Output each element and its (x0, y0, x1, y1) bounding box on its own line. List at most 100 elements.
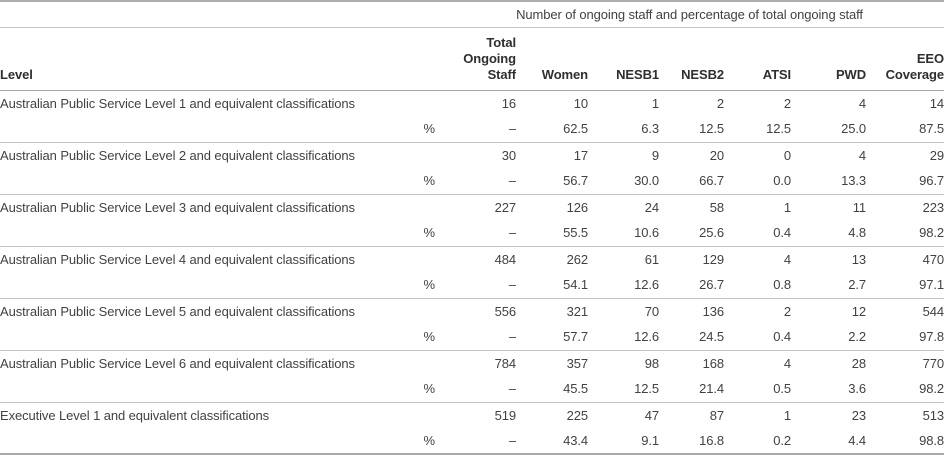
table-row-counts: Australian Public Service Level 5 and eq… (0, 298, 944, 324)
percent-value: 13.3 (791, 168, 866, 195)
count-value: 9 (651, 147, 659, 163)
level-label: Australian Public Service Level 5 and eq… (0, 303, 355, 319)
count-value: 2 (783, 95, 791, 111)
count-value: 16 (501, 95, 516, 111)
column-header-row: Level Total Ongoing Staff Women NESB1 NE… (0, 27, 944, 91)
count-value: 10 (573, 95, 588, 111)
count-value: 47 (644, 407, 659, 423)
percent-value: 6.3 (588, 116, 659, 143)
count-value: 28 (851, 355, 866, 371)
count-value: 0 (783, 147, 791, 163)
table-row-percentages: % –56.7 30.0 66.7 0.0 13.3 96.7 (0, 168, 944, 195)
percent-value: 26.7 (659, 272, 724, 299)
count-value: 321 (566, 303, 588, 319)
percent-value: 12.5 (659, 116, 724, 143)
pct-marker-empty (415, 350, 435, 376)
percent-value: – (435, 272, 516, 299)
count-value: 70 (644, 303, 659, 319)
percent-value: 66.7 (659, 168, 724, 195)
percent-value: 25.0 (791, 116, 866, 143)
percent-value: 0.4 (724, 324, 791, 351)
percent-value: 98.8 (866, 428, 944, 455)
level-label-empty (0, 272, 415, 299)
percent-symbol: % (415, 116, 435, 143)
percent-value: 12.6 (588, 324, 659, 351)
percent-value: 97.8 (866, 324, 944, 351)
table-row-percentages: % –45.5 12.5 21.4 0.5 3.6 98.2 (0, 376, 944, 403)
percent-value: 24.5 (659, 324, 724, 351)
percent-symbol: % (415, 428, 435, 455)
percent-value: 45.5 (516, 376, 588, 403)
count-value: 2 (783, 303, 791, 319)
percent-value: 25.6 (659, 220, 724, 247)
pct-marker-empty (415, 90, 435, 116)
table-row-counts: Australian Public Service Level 3 and eq… (0, 194, 944, 220)
count-value: 4 (783, 251, 791, 267)
span-header-spacer (0, 1, 435, 28)
col-header-women: Women (516, 27, 588, 91)
table-row-counts: Australian Public Service Level 6 and eq… (0, 350, 944, 376)
count-value: 24 (644, 199, 659, 215)
count-value: 17 (573, 147, 588, 163)
table-row-percentages: % –54.1 12.6 26.7 0.8 2.7 97.1 (0, 272, 944, 299)
percent-value: 98.2 (866, 220, 944, 247)
table-row-percentages: % –57.7 12.6 24.5 0.4 2.2 97.8 (0, 324, 944, 351)
count-value: 136 (702, 303, 724, 319)
count-value: 20 (709, 147, 724, 163)
level-label-empty (0, 376, 415, 403)
percent-value: 57.7 (516, 324, 588, 351)
count-value: 14 (929, 95, 944, 111)
count-value: 1 (783, 199, 791, 215)
percent-symbol: % (415, 324, 435, 351)
count-value: 770 (922, 355, 944, 371)
percent-value: – (435, 220, 516, 247)
col-header-atsi: ATSI (724, 27, 791, 91)
percent-value: – (435, 116, 516, 143)
count-value: 556 (494, 303, 516, 319)
level-label: Australian Public Service Level 2 and eq… (0, 147, 355, 163)
percent-value: 16.8 (659, 428, 724, 455)
count-value: 1 (651, 95, 659, 111)
percent-value: 0.0 (724, 168, 791, 195)
percent-symbol: % (415, 376, 435, 403)
col-header-pwd: PWD (791, 27, 866, 91)
count-value: 470 (922, 251, 944, 267)
percent-symbol: % (415, 168, 435, 195)
percent-value: 9.1 (588, 428, 659, 455)
col-header-nesb1: NESB1 (588, 27, 659, 91)
count-value: 98 (644, 355, 659, 371)
count-value: 4 (858, 95, 866, 111)
level-label-empty (0, 220, 415, 247)
count-value: 227 (494, 199, 516, 215)
level-label-empty (0, 168, 415, 195)
count-value: 4 (783, 355, 791, 371)
level-label: Australian Public Service Level 1 and eq… (0, 95, 355, 111)
percent-value: 0.5 (724, 376, 791, 403)
percent-value: 12.5 (724, 116, 791, 143)
count-value: 484 (494, 251, 516, 267)
percent-value: 0.2 (724, 428, 791, 455)
percent-value: 4.4 (791, 428, 866, 455)
span-header-row: Number of ongoing staff and percentage o… (0, 1, 944, 28)
count-value: 126 (566, 199, 588, 215)
count-value: 13 (851, 251, 866, 267)
percent-value: 12.6 (588, 272, 659, 299)
level-label-empty (0, 324, 415, 351)
percent-value: 97.1 (866, 272, 944, 299)
col-header-total-ongoing-staff: Total Ongoing Staff (435, 27, 516, 91)
percent-value: 10.6 (588, 220, 659, 247)
pct-marker-empty (415, 298, 435, 324)
count-value: 12 (851, 303, 866, 319)
percent-value: – (435, 428, 516, 455)
col-header-spacer (415, 27, 435, 91)
level-label: Executive Level 1 and equivalent classif… (0, 407, 270, 423)
count-value: 58 (709, 199, 724, 215)
percent-value: 96.7 (866, 168, 944, 195)
percent-value: 30.0 (588, 168, 659, 195)
percent-value: 87.5 (866, 116, 944, 143)
count-value: 29 (929, 147, 944, 163)
pct-marker-empty (415, 142, 435, 168)
level-label: Australian Public Service Level 3 and eq… (0, 199, 355, 215)
